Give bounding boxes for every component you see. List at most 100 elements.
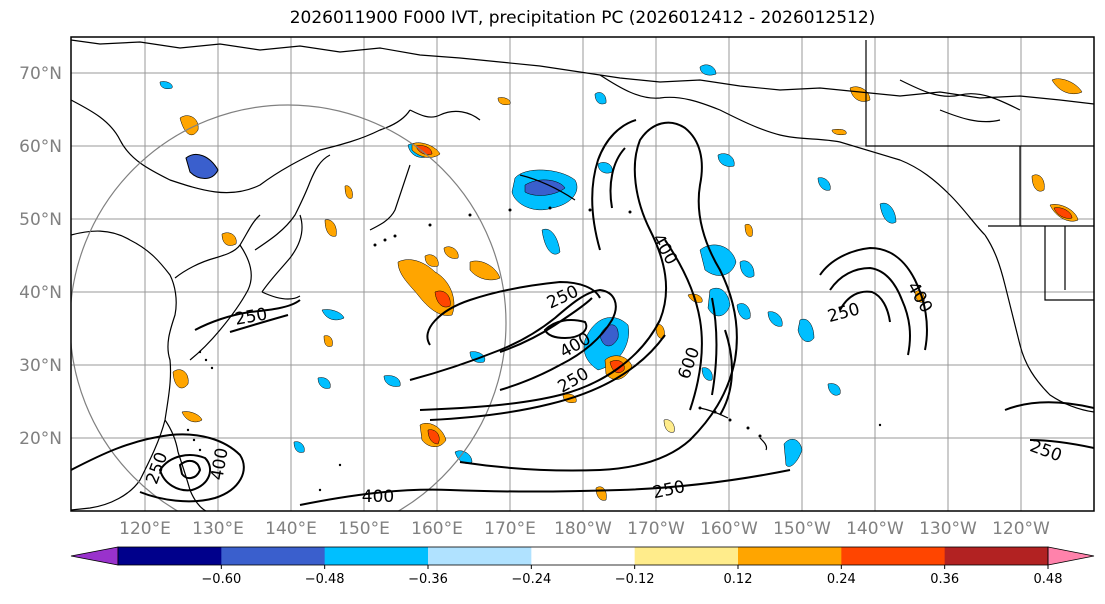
colorbar-bin	[428, 547, 532, 565]
lon-label: 150°W	[773, 519, 831, 539]
colorbar-bin	[324, 547, 429, 565]
colorbar-extend-right	[1047, 546, 1095, 566]
contour-labels: 250 250 250 250 250 400 400 400 400 400 …	[142, 230, 1064, 507]
contour-label: 250	[1027, 436, 1064, 466]
colorbar-tick-label: −0.36	[408, 572, 448, 587]
colorbar-tick-label: 0.48	[1034, 572, 1063, 587]
anomaly-neg	[817, 177, 831, 191]
lat-label: 50°N	[19, 210, 62, 230]
lat-label: 20°N	[19, 429, 62, 449]
anomaly-pos-core	[609, 360, 625, 373]
anomaly-pos	[172, 369, 189, 389]
anomaly-pos	[744, 224, 753, 237]
anomaly-neg	[827, 383, 841, 396]
colorbar-extend-left	[70, 546, 119, 566]
lat-label: 60°N	[19, 137, 62, 157]
anomaly-neg	[699, 244, 737, 276]
contour-label: 400	[362, 487, 394, 507]
lon-label: 140°W	[846, 519, 904, 539]
lon-label: 170°E	[484, 519, 536, 539]
lon-label: 150°E	[338, 519, 390, 539]
colorbar-bin	[221, 547, 326, 565]
anomaly-pos-core	[1053, 207, 1073, 219]
colorbar-tick-label: 0.12	[724, 572, 753, 587]
colorbar: −0.60 −0.48 −0.36 −0.24 −0.12 0.12 0.24 0.36 0.4…	[70, 546, 1095, 587]
anomaly-pos	[443, 246, 459, 259]
colorbar-bin	[841, 547, 946, 565]
lon-label: 130°W	[919, 519, 977, 539]
colorbar-tick-label: 0.24	[827, 572, 856, 587]
colorbar-bin	[738, 547, 842, 565]
anomaly-neg	[717, 153, 735, 167]
lon-label: 140°E	[265, 519, 317, 539]
lon-label: 120°W	[992, 519, 1050, 539]
anomaly-pos	[424, 254, 439, 267]
colorbar-tick-label: −0.60	[201, 572, 241, 587]
anomaly-neg	[597, 162, 613, 174]
anomaly-neg-core	[524, 179, 566, 196]
anomaly-neg	[701, 367, 713, 381]
anomaly-pos	[1051, 78, 1083, 95]
map-gridlines	[71, 37, 1094, 511]
precipitation-anomalies	[159, 64, 1083, 501]
anomaly-pos-core	[427, 429, 440, 445]
lon-label: 180°W	[554, 519, 612, 539]
anomaly-pos	[324, 219, 337, 237]
anomaly-pos-core	[434, 290, 451, 308]
lon-label: 160°W	[700, 519, 758, 539]
anomaly-neg	[797, 318, 815, 342]
colorbar-tick-label: −0.24	[511, 572, 551, 587]
reference-circle	[71, 104, 507, 511]
ivt-contours	[71, 119, 1094, 506]
contour-label: 250	[233, 304, 268, 329]
anomaly-neg	[594, 92, 607, 105]
lat-label: 30°N	[19, 356, 62, 376]
map-title: 2026011900 F000 IVT, precipitation PC (2…	[289, 8, 876, 28]
anomaly-pos	[831, 128, 847, 136]
contour-label: 250	[825, 299, 862, 327]
anomaly-pos-core	[415, 145, 433, 155]
colorbar-bin	[118, 547, 222, 565]
anomaly-neg	[767, 311, 783, 327]
colorbar-tick-label: −0.48	[305, 572, 345, 587]
map-frame	[70, 36, 1095, 512]
anomaly-pos	[1031, 174, 1045, 192]
anomaly-pos	[469, 260, 501, 281]
lon-label: 120°E	[119, 519, 171, 539]
anomaly-neg	[321, 309, 345, 321]
colorbar-bin	[531, 547, 636, 565]
anomaly-neg	[293, 441, 305, 453]
anomaly-pos	[344, 185, 353, 199]
anomaly-neg	[159, 81, 173, 89]
anomaly-pos	[179, 115, 199, 136]
lon-label: 170°W	[627, 519, 685, 539]
anomaly-neg	[317, 377, 331, 389]
colorbar-tick-label: −0.12	[615, 572, 655, 587]
contour-label: 400	[903, 278, 937, 316]
anomaly-neg	[541, 228, 561, 255]
colorbar-bin	[634, 547, 739, 565]
anomaly-neg	[879, 202, 897, 224]
anomaly-pos	[663, 419, 675, 433]
anomaly-neg	[699, 64, 717, 76]
anomaly-neg	[185, 154, 219, 179]
anomaly-neg	[739, 260, 755, 278]
anomaly-pos	[221, 232, 237, 246]
lon-label: 160°E	[411, 519, 463, 539]
colorbar-bin	[944, 547, 1049, 565]
anomaly-neg	[383, 375, 401, 387]
colorbar-tick-label: 0.36	[930, 572, 959, 587]
lat-label: 40°N	[19, 283, 62, 303]
anomaly-pos	[849, 86, 871, 102]
anomaly-pos	[323, 335, 333, 347]
lon-label: 130°E	[192, 519, 244, 539]
anomaly-pos	[595, 486, 607, 501]
anomaly-pos	[497, 97, 511, 105]
longitude-labels: 120°E 130°E 140°E 150°E 160°E 170°E 180°…	[119, 519, 1050, 539]
colorbar-frame	[117, 546, 1049, 566]
contour-label: 400	[207, 446, 232, 481]
lat-label: 70°N	[19, 64, 62, 84]
anomaly-neg	[783, 438, 803, 467]
latitude-labels: 70°N 60°N 50°N 40°N 30°N 20°N	[19, 64, 62, 449]
